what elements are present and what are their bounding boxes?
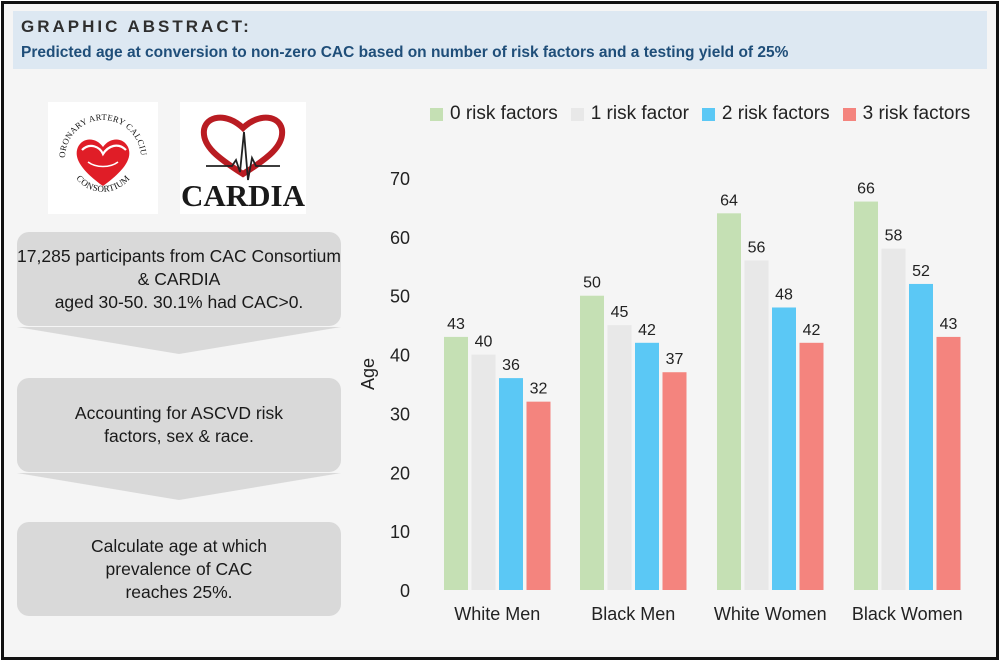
bar-data-label: 42 (638, 322, 656, 339)
legend-swatch (430, 107, 443, 121)
header-title: GRAPHIC ABSTRACT: (21, 17, 252, 36)
legend-swatch (842, 107, 856, 121)
legend-item: 3 risk factors (842, 103, 971, 125)
legend-swatch (570, 107, 584, 121)
step-box-adjustment: Accounting for ASCVD risk factors, sex &… (17, 378, 341, 472)
y-axis-label: Age (358, 358, 378, 390)
x-category-label: White Men (454, 604, 540, 624)
bar (662, 372, 687, 590)
bar (580, 295, 604, 590)
x-category-label: White Women (714, 604, 827, 624)
cardia-logo: CARDIA (180, 102, 306, 214)
bar (635, 342, 659, 590)
bar-data-label: 66 (857, 181, 875, 198)
y-tick-label: 70 (390, 169, 410, 189)
y-tick-label: 60 (390, 228, 410, 248)
bar-data-label: 37 (666, 351, 684, 368)
bar-data-label: 43 (940, 316, 958, 333)
bar (799, 342, 824, 590)
legend-label: 1 risk factor (590, 103, 689, 124)
bar-chart: 0 10 20 30 40 50 60 70 Age 43 50 64 66 40 45 56 58 36 42 48… (358, 169, 963, 624)
bar (881, 248, 906, 590)
bar-data-label: 48 (775, 286, 793, 303)
bar-data-label: 56 (748, 239, 766, 256)
heart-icon (76, 139, 130, 186)
bar (936, 336, 961, 590)
y-tick-label: 40 (390, 346, 410, 366)
x-category-label: Black Women (852, 604, 963, 624)
bar-data-label: 45 (611, 304, 629, 321)
legend-label: 0 risk factors (450, 103, 558, 124)
legend-label: 2 risk factors (721, 103, 830, 124)
bar-data-label: 50 (583, 275, 601, 292)
bar (471, 354, 496, 590)
bar (772, 307, 796, 590)
header-subtitle: Predicted age at conversion to non-zero … (21, 44, 789, 61)
bar-data-label: 64 (720, 192, 738, 209)
x-category-label: Black Men (591, 604, 675, 624)
cac-consortium-logo: CORONARY ARTERY CALCIUM CONSORTIUM (44, 94, 158, 214)
cardia-logo-text: CARDIA (181, 178, 306, 213)
legend-swatch (701, 107, 715, 121)
bar (607, 325, 632, 590)
legend-item: 2 risk factors (701, 103, 830, 125)
bar-data-label: 42 (803, 322, 821, 339)
y-tick-label: 0 (400, 581, 410, 601)
bar-data-label: 36 (502, 357, 520, 374)
bar (909, 283, 933, 590)
bar (444, 336, 468, 590)
step-box-calculation: Calculate age at which prevalence of CAC… (17, 522, 341, 616)
y-tick-label: 20 (390, 463, 410, 483)
y-tick-label: 50 (390, 287, 410, 307)
legend-item: 0 risk factors (430, 103, 558, 125)
bar-data-label: 40 (475, 334, 493, 351)
bar (499, 378, 523, 590)
bar (854, 201, 878, 590)
down-arrow-icon (17, 473, 341, 500)
header-banner: GRAPHIC ABSTRACT: Predicted age at conve… (13, 11, 987, 69)
bar-data-label: 32 (530, 381, 548, 398)
bar (717, 213, 741, 591)
bar (526, 401, 551, 590)
down-arrow-icon (17, 327, 341, 354)
bar-data-label: 52 (912, 263, 930, 280)
ecg-line-icon (206, 131, 280, 181)
bar-data-label: 58 (885, 228, 903, 245)
bar (744, 260, 769, 590)
heart-outline-icon (200, 114, 286, 178)
legend-label: 3 risk factors (862, 103, 971, 124)
legend-item: 1 risk factor (570, 103, 689, 125)
step-box-participants: 17,285 participants from CAC Consortium … (17, 232, 341, 326)
y-tick-label: 10 (390, 522, 410, 542)
y-tick-label: 30 (390, 404, 410, 424)
bar-data-label: 43 (447, 316, 465, 333)
chart-legend: 0 risk factors 1 risk factor 2 risk fact… (430, 103, 983, 125)
